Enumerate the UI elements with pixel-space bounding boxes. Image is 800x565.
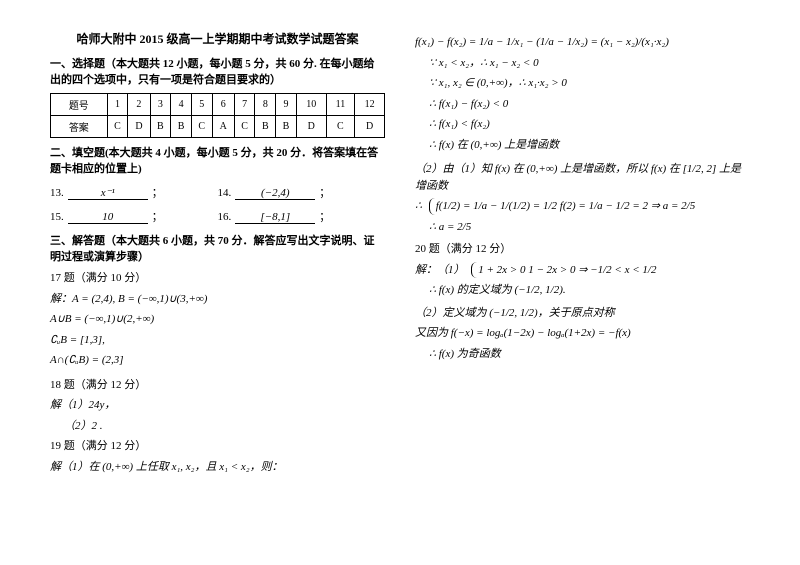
cell: C <box>234 116 255 138</box>
cell: 5 <box>191 94 212 116</box>
right-column: f(x₁) − f(x₂) = 1/a − 1/x₁ − (1/a − 1/x₂… <box>415 30 750 479</box>
cell: 6 <box>212 94 234 116</box>
q18-label: 18 题（满分 12 分） <box>50 377 385 394</box>
fill-num: 14. <box>218 187 232 199</box>
answer-table: 题号 1 2 3 4 5 6 7 8 9 10 11 12 答案 C D B B… <box>50 93 385 138</box>
section3-heading: 三、解答题（本大题共 6 小题，共 70 分．解答应写出文字说明、证明过程或演算… <box>50 232 385 264</box>
cell: 4 <box>171 94 192 116</box>
cell: 7 <box>234 94 255 116</box>
fill-item: 13. x⁻¹ ； <box>50 184 218 200</box>
fill-item: 15. 10 ； <box>50 208 218 224</box>
q19-line: f(x₁) − f(x₂) = 1/a − 1/x₁ − (1/a − 1/x₂… <box>415 34 750 51</box>
q19-line: ∵ x₁, x₂ ∈ (0,+∞)，∴ x₁·x₂ > 0 <box>429 75 750 92</box>
fill-suffix: ； <box>319 184 330 200</box>
q20-line: ∴ f(x) 为奇函数 <box>429 346 750 363</box>
q18-line: （2）2 . <box>64 418 385 435</box>
fill-suffix: ； <box>152 208 163 224</box>
fill-blank: (−2,4) <box>235 187 315 200</box>
q20-prefix: 解：（1） <box>415 264 465 276</box>
fill-num: 13. <box>50 187 64 199</box>
cell: 12 <box>355 94 385 116</box>
fill-row: 13. x⁻¹ ； 14. (−2,4) ； <box>50 184 385 200</box>
q18-line: 解（1）24y， <box>50 397 385 414</box>
q20-sys: 解：（1） 1 + 2x > 0 1 − 2x > 0 ⇒ −1/2 < x <… <box>415 262 750 279</box>
cell: 1 <box>107 94 128 116</box>
fill-blank: 10 <box>68 211 148 224</box>
q19-line: ∵ x₁ < x₂，∴ x₁ − x₂ < 0 <box>429 55 750 72</box>
cell: D <box>296 116 326 138</box>
section1-heading: 一、选择题（本大题共 12 小题，每小题 5 分，共 60 分. 在每小题给出的… <box>50 55 385 87</box>
cell: 10 <box>296 94 326 116</box>
cell: B <box>255 116 276 138</box>
cell: D <box>128 116 150 138</box>
cell: B <box>150 116 171 138</box>
row-header: 题号 <box>51 94 108 116</box>
q17-line: A∩(∁ᵤB) = (2,3] <box>50 352 385 369</box>
q19-p2: （2）由（1）知 f(x) 在 (0,+∞) 上是增函数，所以 f(x) 在 [… <box>415 161 750 194</box>
row-header: 答案 <box>51 116 108 138</box>
q20-line: （2）定义域为 (−1/2, 1/2)，关于原点对称 <box>415 305 750 322</box>
q19-label: 19 题（满分 12 分） <box>50 438 385 455</box>
q19-line: ∴ f(x) 在 (0,+∞) 上是增函数 <box>429 137 750 154</box>
fill-suffix: ； <box>319 208 330 224</box>
q19-line: ∴ a = 2/5 <box>429 219 750 236</box>
cell: C <box>107 116 128 138</box>
cell: 9 <box>276 94 297 116</box>
cell: A <box>212 116 234 138</box>
section2-heading: 二、填空题(本大题共 4 小题，每小题 5 分，共 20 分．将答案填在答题卡相… <box>50 144 385 176</box>
cell: D <box>355 116 385 138</box>
table-row: 答案 C D B B C A C B B D C D <box>51 116 385 138</box>
cell: C <box>191 116 212 138</box>
q19-line: 解（1）在 (0,+∞) 上任取 x₁, x₂，且 x₁ < x₂，则： <box>50 459 385 476</box>
cell: 3 <box>150 94 171 116</box>
q17-label: 17 题（满分 10 分） <box>50 270 385 287</box>
q17-line: A∪B = (−∞,1)∪(2,+∞) <box>50 311 385 328</box>
fill-blank: x⁻¹ <box>68 186 148 200</box>
sys-result: ⇒ −1/2 < x < 1/2 <box>578 264 656 276</box>
cell: 8 <box>255 94 276 116</box>
q20-line: 又因为 f(−x) = logₐ(1−2x) − logₐ(1+2x) = −f… <box>415 325 750 342</box>
table-row: 题号 1 2 3 4 5 6 7 8 9 10 11 12 <box>51 94 385 116</box>
sys-line: 1 + 2x > 0 <box>478 264 525 276</box>
fill-item: 14. (−2,4) ； <box>218 184 386 200</box>
fill-num: 15. <box>50 211 64 223</box>
sys-line: f(1/2) = 1/a − 1/(1/2) = 1/2 <box>436 200 557 212</box>
cell: C <box>326 116 355 138</box>
q20-line: ∴ f(x) 的定义域为 (−1/2, 1/2). <box>429 282 750 299</box>
q19-line: ∴ f(x₁) < f(x₂) <box>429 116 750 133</box>
fill-row: 15. 10 ； 16. [−8,1] ； <box>50 208 385 224</box>
brace-system: ∴ f(1/2) = 1/a − 1/(1/2) = 1/2 f(2) = 1/… <box>415 198 750 215</box>
cell: 11 <box>326 94 355 116</box>
q19-line: ∴ f(x₁) − f(x₂) < 0 <box>429 96 750 113</box>
doc-title: 哈师大附中 2015 级高一上学期期中考试数学试题答案 <box>50 30 385 47</box>
cell: 2 <box>128 94 150 116</box>
sys-line: f(2) = 1/a − 1/2 = 2 <box>560 200 648 212</box>
fill-item: 16. [−8,1] ； <box>218 208 386 224</box>
sys-line: 1 − 2x > 0 <box>528 264 575 276</box>
fill-num: 16. <box>218 211 232 223</box>
cell: B <box>276 116 297 138</box>
left-column: 哈师大附中 2015 级高一上学期期中考试数学试题答案 一、选择题（本大题共 1… <box>50 30 385 479</box>
sys-result: ⇒ a = 2/5 <box>651 200 695 212</box>
q17-line: 解：A = (2,4), B = (−∞,1)∪(3,+∞) <box>50 291 385 308</box>
q17-line: ∁ᵤB = [1,3], <box>50 332 385 349</box>
fill-blank: [−8,1] <box>235 211 315 224</box>
cell: B <box>171 116 192 138</box>
page-root: 哈师大附中 2015 级高一上学期期中考试数学试题答案 一、选择题（本大题共 1… <box>0 0 800 509</box>
q20-label: 20 题（满分 12 分） <box>415 241 750 258</box>
fill-suffix: ； <box>152 184 163 200</box>
